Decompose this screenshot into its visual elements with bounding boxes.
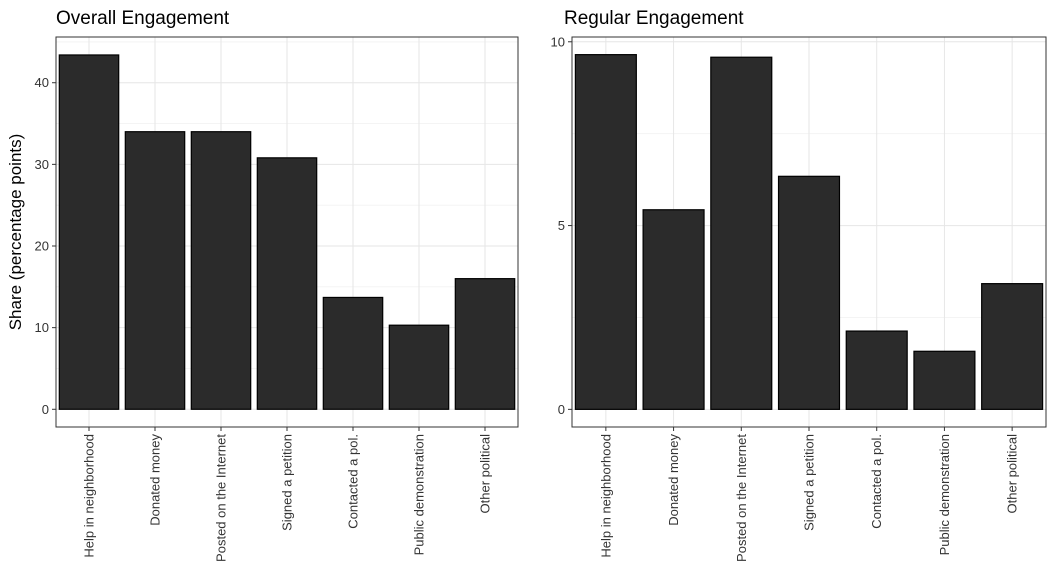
bar xyxy=(574,54,637,410)
y-tick-label: 0 xyxy=(42,402,49,417)
bar xyxy=(322,296,384,410)
x-tick-label: Contacted a pol. xyxy=(869,434,884,529)
x-tick-label: Other political xyxy=(478,434,493,514)
x-tick-label: Help in neighborhood xyxy=(598,434,613,558)
bar xyxy=(642,209,705,410)
y-tick-label: 30 xyxy=(35,157,49,172)
bar xyxy=(256,157,318,410)
y-tick-label: 5 xyxy=(558,218,565,233)
panel-title: Regular Engagement xyxy=(564,8,744,29)
x-tick-label: Posted on the Internet xyxy=(214,434,229,562)
x-tick-label: Public demonstration xyxy=(412,434,427,555)
y-tick-label: 0 xyxy=(558,402,565,417)
x-tick-label: Contacted a pol. xyxy=(346,434,361,529)
y-tick-label: 40 xyxy=(35,75,49,90)
y-tick-label: 10 xyxy=(551,34,565,49)
x-tick-label: Public demonstration xyxy=(937,434,952,555)
bar xyxy=(58,54,120,410)
x-tick-label: Donated money xyxy=(666,434,681,526)
x-tick-label: Signed a petition xyxy=(802,434,817,531)
bar xyxy=(777,175,841,410)
x-tick-label: Donated money xyxy=(148,434,163,526)
bar xyxy=(454,278,516,410)
x-tick-label: Other political xyxy=(1005,434,1020,514)
x-tick-label: Signed a petition xyxy=(280,434,295,531)
bar xyxy=(190,131,252,410)
bar xyxy=(981,283,1044,410)
bar xyxy=(388,324,450,410)
y-tick-label: 20 xyxy=(35,239,49,254)
panel-overall-engagement: Overall Engagement Share (percentage poin… xyxy=(6,8,519,562)
y-tick-label: 10 xyxy=(35,320,49,335)
panel-regular-engagement: Regular Engagement 0 5 10 Help in neighborho… xyxy=(551,8,1047,562)
panel-title: Overall Engagement xyxy=(56,8,230,29)
y-axis-label: Share (percentage points) xyxy=(6,134,25,331)
bar xyxy=(124,131,186,410)
x-tick-label: Help in neighborhood xyxy=(82,434,97,558)
bar xyxy=(913,350,976,410)
bar xyxy=(710,56,773,410)
x-tick-label: Posted on the Internet xyxy=(734,434,749,562)
bar xyxy=(845,330,908,410)
